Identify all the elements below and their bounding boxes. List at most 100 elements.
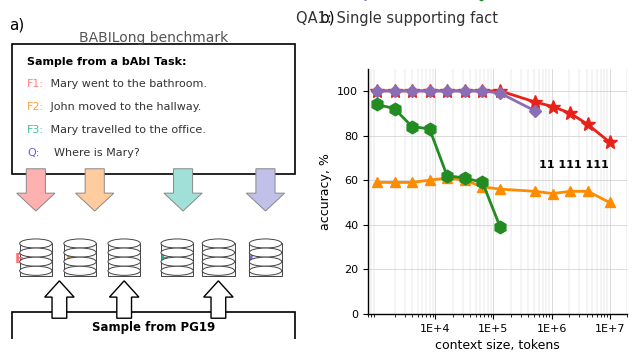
- FancyBboxPatch shape: [202, 243, 235, 276]
- RMT(137M): [606, 140, 614, 144]
- Text: F3: F3: [159, 252, 179, 266]
- Mamba (130M): [444, 89, 451, 93]
- Ellipse shape: [64, 239, 96, 248]
- Text: Q: Q: [248, 252, 260, 266]
- Llama3-ChatQA-1.5-8B-RAG: [461, 178, 468, 182]
- Ellipse shape: [250, 257, 282, 266]
- Y-axis label: accuracy, %: accuracy, %: [319, 153, 332, 230]
- GPT - 4: [408, 125, 416, 129]
- Text: Sample from PG19: Sample from PG19: [92, 321, 215, 334]
- FancyArrow shape: [17, 169, 55, 211]
- RMT(137M): [584, 122, 591, 127]
- Llama3-ChatQA-1.5-8B-RAG: [549, 191, 557, 196]
- Mamba (130M): [461, 89, 468, 93]
- Text: a): a): [10, 18, 24, 33]
- Llama3-ChatQA-1.5-8B-RAG: [444, 176, 451, 180]
- RMT(137M): [497, 89, 504, 93]
- GPT - 4: [426, 127, 433, 131]
- Ellipse shape: [20, 266, 52, 275]
- GPT - 4: [444, 174, 451, 178]
- Text: 11 111 111: 11 111 111: [539, 160, 609, 170]
- RMT(137M): [390, 89, 398, 93]
- FancyBboxPatch shape: [20, 243, 52, 276]
- RMT(137M): [426, 89, 433, 93]
- Text: Mary went to the bathroom.: Mary went to the bathroom.: [47, 79, 207, 90]
- Text: QA1: Single supporting fact: QA1: Single supporting fact: [296, 11, 498, 26]
- Ellipse shape: [202, 248, 235, 257]
- Line: Llama3-ChatQA-1.5-8B-RAG: Llama3-ChatQA-1.5-8B-RAG: [372, 173, 614, 207]
- Ellipse shape: [108, 248, 140, 257]
- RMT(137M): [408, 89, 416, 93]
- GPT - 4: [390, 106, 398, 111]
- FancyArrow shape: [76, 169, 114, 211]
- Text: Mary travelled to the office.: Mary travelled to the office.: [47, 125, 206, 135]
- FancyArrow shape: [109, 281, 139, 318]
- Line: Mamba (130M): Mamba (130M): [373, 87, 540, 115]
- Llama3-ChatQA-1.5-8B-RAG: [606, 200, 614, 205]
- Llama3-ChatQA-1.5-8B-RAG: [497, 187, 504, 191]
- Ellipse shape: [108, 239, 140, 248]
- Ellipse shape: [161, 239, 193, 248]
- FancyBboxPatch shape: [161, 243, 193, 276]
- Text: F1:: F1:: [27, 79, 44, 90]
- Mamba (130M): [408, 89, 416, 93]
- Ellipse shape: [64, 257, 96, 266]
- Text: Q:: Q:: [27, 148, 40, 158]
- Llama3-ChatQA-1.5-8B-RAG: [479, 185, 486, 189]
- FancyBboxPatch shape: [12, 44, 295, 174]
- Ellipse shape: [161, 248, 193, 257]
- Legend: RMT(137M), Mamba (130M), Llama3-ChatQA-1.5-8B-RAG, GPT - 4: RMT(137M), Mamba (130M), Llama3-ChatQA-1…: [353, 0, 640, 4]
- Text: b): b): [320, 11, 335, 26]
- Llama3-ChatQA-1.5-8B-RAG: [426, 178, 433, 182]
- X-axis label: context size, tokens: context size, tokens: [435, 339, 560, 352]
- Llama3-ChatQA-1.5-8B-RAG: [584, 189, 591, 193]
- FancyBboxPatch shape: [12, 312, 295, 343]
- GPT - 4: [497, 225, 504, 229]
- Mamba (130M): [390, 89, 398, 93]
- Line: RMT(137M): RMT(137M): [370, 84, 616, 149]
- RMT(137M): [566, 111, 574, 116]
- FancyArrow shape: [246, 169, 285, 211]
- Ellipse shape: [250, 266, 282, 275]
- Llama3-ChatQA-1.5-8B-RAG: [566, 189, 574, 193]
- RMT(137M): [444, 89, 451, 93]
- Text: F1: F1: [15, 252, 35, 266]
- Text: John moved to the hallway.: John moved to the hallway.: [47, 102, 202, 112]
- Mamba (130M): [479, 89, 486, 93]
- Ellipse shape: [161, 266, 193, 275]
- FancyBboxPatch shape: [250, 243, 282, 276]
- Ellipse shape: [108, 257, 140, 266]
- Llama3-ChatQA-1.5-8B-RAG: [408, 180, 416, 184]
- Ellipse shape: [64, 266, 96, 275]
- Ellipse shape: [64, 248, 96, 257]
- Mamba (130M): [373, 89, 381, 93]
- Text: BABILong benchmark: BABILong benchmark: [79, 31, 228, 45]
- Text: Sample from a bAbI Task:: Sample from a bAbI Task:: [27, 57, 186, 67]
- Text: F3:: F3:: [27, 125, 44, 135]
- FancyArrow shape: [164, 169, 202, 211]
- Text: F2: F2: [65, 252, 84, 266]
- Mamba (130M): [426, 89, 433, 93]
- Ellipse shape: [20, 248, 52, 257]
- Ellipse shape: [250, 248, 282, 257]
- Mamba (130M): [531, 109, 539, 113]
- Text: F2:: F2:: [27, 102, 44, 112]
- RMT(137M): [549, 104, 557, 109]
- FancyBboxPatch shape: [108, 243, 140, 276]
- Ellipse shape: [20, 239, 52, 248]
- Ellipse shape: [108, 266, 140, 275]
- Text: Where is Mary?: Where is Mary?: [47, 148, 140, 158]
- FancyArrow shape: [45, 281, 74, 318]
- FancyArrow shape: [204, 281, 233, 318]
- Ellipse shape: [20, 257, 52, 266]
- Mamba (130M): [497, 91, 504, 95]
- Ellipse shape: [250, 239, 282, 248]
- FancyBboxPatch shape: [64, 243, 96, 276]
- Ellipse shape: [202, 239, 235, 248]
- Ellipse shape: [161, 257, 193, 266]
- Ellipse shape: [202, 257, 235, 266]
- Ellipse shape: [202, 266, 235, 275]
- RMT(137M): [461, 89, 468, 93]
- RMT(137M): [479, 89, 486, 93]
- Llama3-ChatQA-1.5-8B-RAG: [373, 180, 381, 184]
